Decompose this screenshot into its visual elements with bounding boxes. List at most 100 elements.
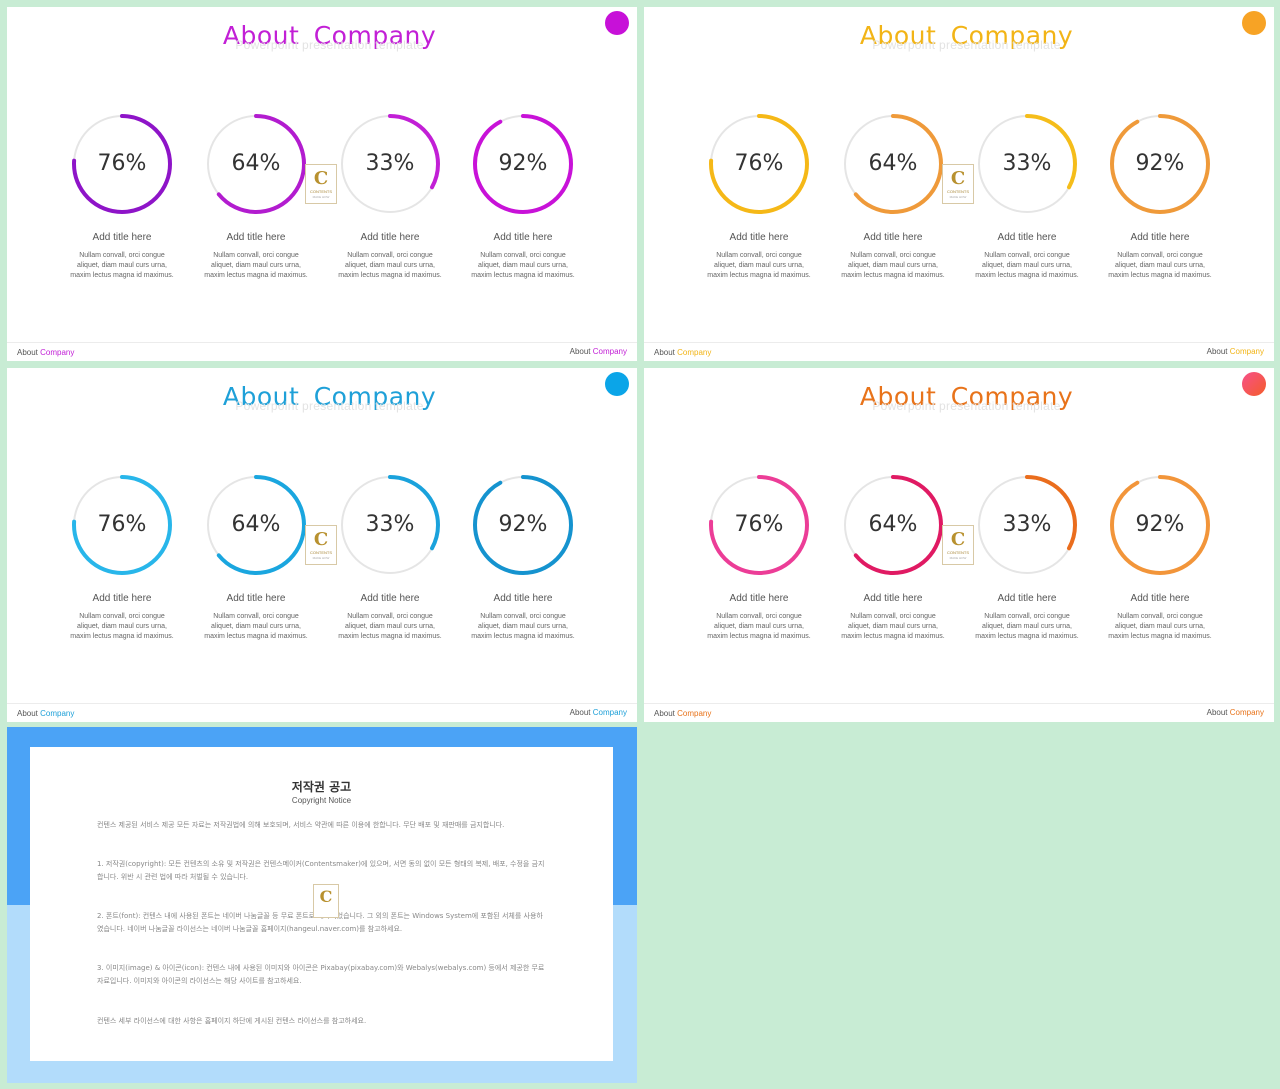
item-body: Nullam convall, orci congue aliquet, dia…	[338, 252, 442, 279]
accent-dot	[605, 372, 629, 396]
item-title: Add title here	[997, 593, 1057, 604]
footer-divider	[7, 342, 637, 343]
item-title: Add title here	[863, 593, 923, 604]
ring-percent: 33%	[1002, 512, 1052, 537]
ring-arc	[977, 475, 1077, 575]
slide-subtitle: Powerpoint presentation template	[235, 399, 424, 413]
item-title: Add title here	[360, 593, 420, 604]
copyright-copyright: 1. 저작권(copyright): 모든 컨텐츠의 소유 및 저작권은 컨텐스…	[97, 860, 545, 881]
slide-orange[interactable]: About Company Powerpoint presentation te…	[644, 368, 1274, 722]
contents-logo: C	[313, 884, 339, 918]
slide-blue[interactable]: About Company Powerpoint presentation te…	[7, 368, 637, 722]
footer-left: About Company	[654, 348, 712, 357]
accent-dot	[1242, 11, 1266, 35]
footer-right: About Company	[569, 347, 627, 356]
ring-arc	[206, 114, 306, 214]
footer-left: About Company	[654, 709, 712, 718]
ring-arc	[72, 475, 172, 575]
slide-subtitle: Powerpoint presentation template	[872, 38, 1061, 52]
slide-yellow[interactable]: About Company Powerpoint presentation te…	[644, 7, 1274, 361]
copyright-outro: 컨텐스 세부 라이선스에 대한 사항은 홈페이지 하단에 게시된 컨텐스 라이선…	[97, 1017, 367, 1025]
ring-arc	[977, 114, 1077, 214]
progress-ring-3: 33%	[338, 473, 442, 577]
item-body: Nullam convall, orci congue aliquet, dia…	[707, 252, 811, 279]
copyright-subtitle: Copyright Notice	[291, 796, 352, 805]
ring-percent: 64%	[231, 151, 281, 176]
item-title: Add title here	[226, 593, 286, 604]
item-body: Nullam convall, orci congue aliquet, dia…	[841, 613, 945, 640]
progress-ring-2: 64%	[204, 473, 308, 577]
ring-arc	[473, 114, 573, 214]
accent-dot	[1242, 372, 1266, 396]
slide-subtitle: Powerpoint presentation template	[872, 399, 1061, 413]
item-body: Nullam convall, orci congue aliquet, dia…	[841, 252, 945, 279]
ring-percent: 92%	[498, 151, 548, 176]
ring-percent: 64%	[868, 151, 918, 176]
item-title: Add title here	[493, 593, 553, 604]
slide-title: About Company	[859, 382, 1074, 411]
item-title: Add title here	[863, 232, 923, 243]
item-title: Add title here	[997, 232, 1057, 243]
ring-percent: 76%	[97, 151, 147, 176]
footer-divider	[644, 342, 1274, 343]
footer-right: About Company	[569, 708, 627, 717]
ring-arc	[1110, 114, 1210, 214]
ring-percent: 33%	[365, 151, 415, 176]
copyright-image: 3. 이미지(image) & 아이콘(icon): 컨텐스 내에 사용된 이미…	[97, 964, 545, 985]
progress-ring-1: 76%	[707, 473, 811, 577]
ring-percent: 92%	[1135, 512, 1185, 537]
progress-ring-4: 92%	[471, 112, 575, 216]
contents-logo: C CONTENTS MAKE HOW	[305, 525, 337, 565]
slide-title: About Company	[222, 382, 437, 411]
footer-left: About Company	[17, 348, 75, 357]
ring-percent: 92%	[498, 512, 548, 537]
item-body: Nullam convall, orci congue aliquet, dia…	[707, 613, 811, 640]
ring-arc	[843, 475, 943, 575]
slide-copyright[interactable]: 저작권 공고 Copyright Notice 컨텐스 제공된 서비스 제공 모…	[7, 727, 637, 1083]
ring-percent: 92%	[1135, 151, 1185, 176]
footer-right: About Company	[1206, 347, 1264, 356]
footer-divider	[7, 703, 637, 704]
ring-percent: 76%	[97, 512, 147, 537]
item-title: Add title here	[1130, 593, 1190, 604]
progress-ring-1: 76%	[707, 112, 811, 216]
item-title: Add title here	[92, 232, 152, 243]
progress-ring-3: 33%	[338, 112, 442, 216]
contents-logo: C CONTENTS MAKE HOW	[305, 164, 337, 204]
ring-percent: 76%	[734, 151, 784, 176]
copyright-title: 저작권 공고	[291, 780, 352, 794]
ring-percent: 64%	[231, 512, 281, 537]
item-body: Nullam convall, orci congue aliquet, dia…	[204, 613, 308, 640]
item-title: Add title here	[1130, 232, 1190, 243]
item-title: Add title here	[226, 232, 286, 243]
ring-arc	[340, 114, 440, 214]
ring-arc	[843, 114, 943, 214]
item-body: Nullam convall, orci congue aliquet, dia…	[471, 252, 575, 279]
item-body: Nullam convall, orci congue aliquet, dia…	[338, 613, 442, 640]
item-title: Add title here	[729, 593, 789, 604]
footer-divider	[644, 703, 1274, 704]
item-body: Nullam convall, orci congue aliquet, dia…	[975, 252, 1079, 279]
item-body: Nullam convall, orci congue aliquet, dia…	[975, 613, 1079, 640]
ring-arc	[709, 114, 809, 214]
ring-arc	[473, 475, 573, 575]
slide-title: About Company	[859, 21, 1074, 50]
ring-arc	[340, 475, 440, 575]
progress-ring-3: 33%	[975, 473, 1079, 577]
progress-ring-3: 33%	[975, 112, 1079, 216]
progress-ring-1: 76%	[70, 473, 174, 577]
footer-left: About Company	[17, 709, 75, 718]
progress-ring-2: 64%	[841, 112, 945, 216]
progress-ring-2: 64%	[204, 112, 308, 216]
item-body: Nullam convall, orci congue aliquet, dia…	[1108, 252, 1212, 279]
slide-purple[interactable]: About Company Powerpoint presentation te…	[7, 7, 637, 361]
ring-percent: 33%	[1002, 151, 1052, 176]
item-body: Nullam convall, orci congue aliquet, dia…	[471, 613, 575, 640]
item-title: Add title here	[360, 232, 420, 243]
copyright-card: 저작권 공고 Copyright Notice 컨텐스 제공된 서비스 제공 모…	[30, 747, 613, 1061]
footer-right: About Company	[1206, 708, 1264, 717]
item-body: Nullam convall, orci congue aliquet, dia…	[204, 252, 308, 279]
progress-ring-4: 92%	[471, 473, 575, 577]
contents-logo: C CONTENTS MAKE HOW	[942, 525, 974, 565]
progress-ring-1: 76%	[70, 112, 174, 216]
